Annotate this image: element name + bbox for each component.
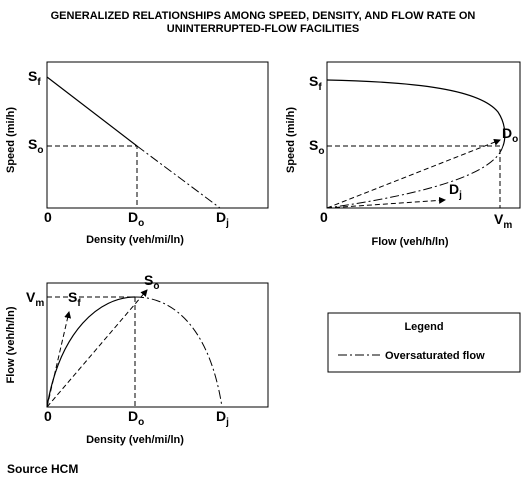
- title: UNINTERRUPTED-FLOW FACILITIES: [167, 23, 360, 35]
- label: Dj: [216, 209, 229, 229]
- label: So: [144, 272, 159, 292]
- label: Sf: [68, 289, 81, 309]
- label: So: [309, 137, 324, 157]
- curve: [46, 76, 138, 147]
- panel-speed-density: Speed (mi/h) Density (veh/mi/ln) 0 Sf So…: [5, 61, 269, 246]
- x-axis-label: Flow (veh/h/ln): [372, 236, 449, 248]
- label: So: [28, 136, 43, 156]
- guide: [47, 145, 138, 208]
- label: 0: [44, 408, 52, 424]
- guide: [47, 296, 136, 407]
- label: Sf: [28, 68, 41, 88]
- label: Vm: [494, 211, 512, 231]
- x-axis-label: Density (veh/mi/ln): [86, 434, 184, 446]
- curve-oversaturated: [326, 145, 504, 209]
- legend: Legend Oversaturated flow: [327, 312, 521, 373]
- arrow: [326, 138, 501, 209]
- guide: [327, 145, 501, 208]
- title: GENERALIZED RELATIONSHIPS AMONG SPEED, D…: [51, 10, 476, 22]
- curve-oversaturated: [134, 296, 223, 408]
- curve: [326, 79, 506, 147]
- arrow: [46, 289, 148, 408]
- y-axis-label: Speed (mi/h): [285, 107, 297, 173]
- x-axis-label: Density (veh/mi/ln): [86, 234, 184, 246]
- legend-title: Legend: [404, 321, 443, 333]
- label: Do: [502, 125, 518, 145]
- legend-entry: Oversaturated flow: [385, 350, 485, 362]
- frame: [46, 282, 269, 408]
- arrow: [326, 196, 446, 209]
- y-axis-label: Speed (mi/h): [5, 107, 17, 173]
- label: Do: [128, 408, 144, 428]
- label: Dj: [449, 181, 462, 201]
- y-axis-label: Flow (veh/h/ln): [5, 306, 17, 383]
- frame: [326, 61, 521, 209]
- label: Vm: [26, 289, 44, 309]
- label: 0: [44, 209, 52, 225]
- label: Sf: [309, 73, 322, 93]
- panel-speed-flow: Speed (mi/h) Flow (veh/h/ln) 0 Sf So Do …: [285, 61, 521, 248]
- arrow: [46, 311, 72, 408]
- label: Do: [128, 209, 144, 229]
- frame: [46, 61, 269, 209]
- curve-oversaturated: [136, 145, 221, 209]
- panel-flow-density: Flow (veh/h/ln) Density (veh/mi/ln) 0 Vm…: [5, 272, 269, 446]
- source: Source HCM: [7, 462, 78, 476]
- label: 0: [320, 209, 328, 225]
- label: Dj: [216, 408, 229, 428]
- legend-box: [327, 312, 521, 373]
